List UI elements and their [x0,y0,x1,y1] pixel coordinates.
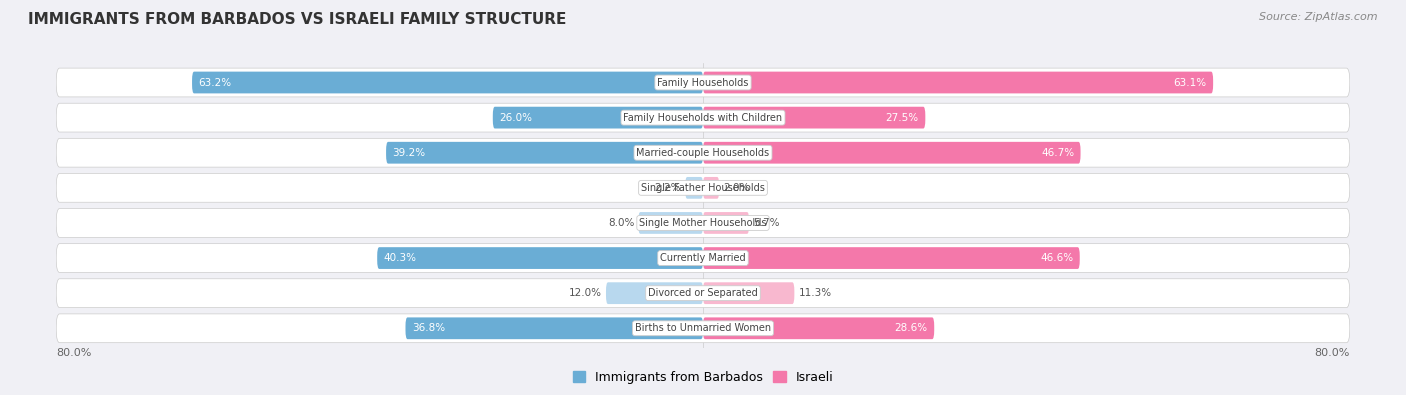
Text: Single Mother Households: Single Mother Households [640,218,766,228]
Text: 5.7%: 5.7% [754,218,779,228]
Text: 8.0%: 8.0% [607,218,634,228]
FancyBboxPatch shape [703,282,794,304]
FancyBboxPatch shape [703,71,1213,93]
Text: IMMIGRANTS FROM BARBADOS VS ISRAELI FAMILY STRUCTURE: IMMIGRANTS FROM BARBADOS VS ISRAELI FAMI… [28,12,567,27]
FancyBboxPatch shape [56,244,1350,273]
FancyBboxPatch shape [56,209,1350,237]
Text: 63.1%: 63.1% [1174,77,1206,88]
FancyBboxPatch shape [56,68,1350,97]
Text: 2.2%: 2.2% [655,183,681,193]
FancyBboxPatch shape [638,212,703,234]
Text: 11.3%: 11.3% [799,288,831,298]
Text: 2.0%: 2.0% [723,183,749,193]
Text: 46.7%: 46.7% [1040,148,1074,158]
Text: 63.2%: 63.2% [198,77,232,88]
Text: Divorced or Separated: Divorced or Separated [648,288,758,298]
Text: 36.8%: 36.8% [412,323,446,333]
Text: 26.0%: 26.0% [499,113,533,122]
FancyBboxPatch shape [703,318,934,339]
FancyBboxPatch shape [193,71,703,93]
Text: 39.2%: 39.2% [392,148,426,158]
Text: Family Households: Family Households [658,77,748,88]
FancyBboxPatch shape [377,247,703,269]
FancyBboxPatch shape [703,212,749,234]
Text: 12.0%: 12.0% [569,288,602,298]
FancyBboxPatch shape [56,279,1350,308]
Text: 27.5%: 27.5% [886,113,920,122]
FancyBboxPatch shape [685,177,703,199]
Legend: Immigrants from Barbados, Israeli: Immigrants from Barbados, Israeli [568,366,838,389]
FancyBboxPatch shape [56,314,1350,343]
Text: Source: ZipAtlas.com: Source: ZipAtlas.com [1260,12,1378,22]
Text: 80.0%: 80.0% [56,348,91,357]
Text: Family Households with Children: Family Households with Children [623,113,783,122]
FancyBboxPatch shape [606,282,703,304]
FancyBboxPatch shape [703,247,1080,269]
Text: 80.0%: 80.0% [1315,348,1350,357]
Text: 40.3%: 40.3% [384,253,416,263]
Text: 28.6%: 28.6% [894,323,928,333]
FancyBboxPatch shape [56,138,1350,167]
FancyBboxPatch shape [56,103,1350,132]
FancyBboxPatch shape [387,142,703,164]
FancyBboxPatch shape [703,177,720,199]
FancyBboxPatch shape [703,107,925,128]
Text: Currently Married: Currently Married [661,253,745,263]
FancyBboxPatch shape [405,318,703,339]
FancyBboxPatch shape [56,173,1350,202]
Text: Births to Unmarried Women: Births to Unmarried Women [636,323,770,333]
Text: 46.6%: 46.6% [1040,253,1073,263]
FancyBboxPatch shape [703,142,1081,164]
Text: Married-couple Households: Married-couple Households [637,148,769,158]
Text: Single Father Households: Single Father Households [641,183,765,193]
FancyBboxPatch shape [494,107,703,128]
